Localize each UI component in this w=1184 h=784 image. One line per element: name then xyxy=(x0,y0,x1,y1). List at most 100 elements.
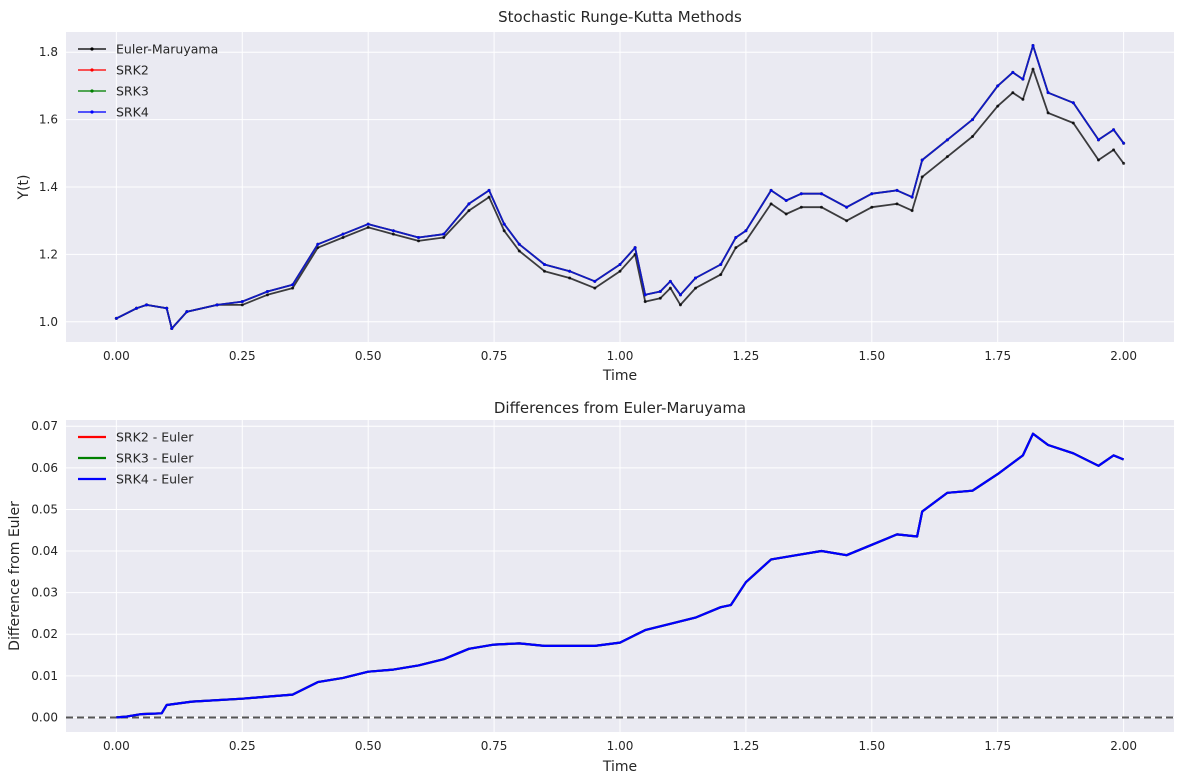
legend-label: SRK3 xyxy=(116,84,149,99)
legend-label: SRK4 xyxy=(116,105,149,120)
data-point-euler-maruyama xyxy=(618,269,622,273)
x-tick-label: 1.50 xyxy=(858,349,885,363)
data-point-srk4 xyxy=(341,232,345,236)
data-point-srk4 xyxy=(910,195,914,199)
legend-marker-srk2 xyxy=(90,68,94,72)
data-point-srk4 xyxy=(895,188,899,192)
y-tick-label: 0.03 xyxy=(31,586,58,600)
data-point-srk4 xyxy=(502,222,506,226)
data-point-srk4 xyxy=(568,269,572,273)
y-axis-label: Y(t) xyxy=(16,175,32,201)
data-point-srk4 xyxy=(1122,141,1126,145)
data-point-euler-maruyama xyxy=(1071,121,1075,125)
x-tick-label: 0.00 xyxy=(103,739,130,753)
data-point-srk4 xyxy=(694,276,698,280)
data-point-srk4 xyxy=(870,192,874,196)
data-point-euler-maruyama xyxy=(542,269,546,273)
data-point-euler-maruyama xyxy=(971,134,975,138)
x-tick-label: 0.25 xyxy=(229,739,256,753)
data-point-euler-maruyama xyxy=(1046,111,1050,115)
data-point-srk4 xyxy=(1096,138,1100,142)
data-point-euler-maruyama xyxy=(1021,97,1025,101)
legend-label: SRK2 - Euler xyxy=(116,430,194,445)
data-point-srk4 xyxy=(487,188,491,192)
data-point-euler-maruyama xyxy=(265,293,269,297)
series-line-srk4-euler xyxy=(116,432,1125,719)
x-tick-label: 1.75 xyxy=(984,739,1011,753)
data-point-srk4 xyxy=(845,205,849,209)
data-point-euler-maruyama xyxy=(417,239,421,243)
data-point-srk4 xyxy=(170,327,174,331)
data-point-srk4 xyxy=(945,138,949,142)
data-point-srk4 xyxy=(643,293,647,297)
data-point-euler-maruyama xyxy=(845,219,849,223)
x-tick-label: 1.75 xyxy=(984,349,1011,363)
data-point-euler-maruyama xyxy=(391,232,395,236)
data-point-srk4 xyxy=(417,236,421,240)
data-point-euler-maruyama xyxy=(910,209,914,213)
data-point-srk4 xyxy=(784,198,788,202)
x-tick-label: 0.75 xyxy=(481,739,508,753)
data-point-srk4 xyxy=(668,279,672,283)
data-point-srk4 xyxy=(1071,101,1075,105)
x-tick-label: 1.25 xyxy=(733,739,760,753)
data-point-euler-maruyama xyxy=(895,202,899,206)
data-point-srk4 xyxy=(799,192,803,196)
chart-stochastic-rk-methods: 0.00 0.25 0.50 0.75 1.00 1.25 1.50 1.75 2.00 1.0 1… xyxy=(16,8,1174,384)
data-point-euler-maruyama xyxy=(1011,91,1015,95)
data-point-srk4 xyxy=(971,118,975,122)
data-point-euler-maruyama xyxy=(366,225,370,229)
data-point-euler-maruyama xyxy=(694,286,698,290)
data-point-srk4 xyxy=(819,192,823,196)
data-point-srk4 xyxy=(467,202,471,206)
data-point-euler-maruyama xyxy=(678,303,682,307)
data-point-euler-maruyama xyxy=(643,300,647,304)
legend-marker-euler-maruyama xyxy=(90,47,94,51)
data-point-euler-maruyama xyxy=(1122,161,1126,165)
data-point-euler-maruyama xyxy=(658,296,662,300)
data-point-srk4 xyxy=(542,263,546,266)
data-point-srk4 xyxy=(165,306,169,310)
x-tick-label: 0.25 xyxy=(229,349,256,363)
data-point-euler-maruyama xyxy=(467,209,471,213)
chart-title: Differences from Euler-Maruyama xyxy=(494,399,746,417)
data-point-srk4 xyxy=(442,232,446,236)
y-tick-label: 0.06 xyxy=(31,461,58,475)
data-point-srk4 xyxy=(996,84,1000,88)
data-point-srk4 xyxy=(678,293,682,297)
x-tick-label: 0.00 xyxy=(103,349,130,363)
data-point-euler-maruyama xyxy=(769,202,773,206)
legend-marker-srk3 xyxy=(90,89,94,93)
data-point-srk4 xyxy=(316,242,320,246)
data-point-euler-maruyama xyxy=(442,236,446,240)
x-tick-label: 1.50 xyxy=(858,739,885,753)
data-point-srk4 xyxy=(769,188,773,192)
data-point-euler-maruyama xyxy=(668,286,672,290)
data-point-srk4 xyxy=(1046,91,1050,95)
data-point-euler-maruyama xyxy=(719,273,723,277)
data-point-euler-maruyama xyxy=(945,155,949,159)
y-tick-label: 1.8 xyxy=(39,45,58,59)
data-point-euler-maruyama xyxy=(593,286,597,290)
data-point-euler-maruyama xyxy=(341,236,345,240)
data-point-srk4 xyxy=(291,283,295,287)
legend: Euler-Maruyama SRK2 SRK3 SRK4 xyxy=(78,42,218,120)
data-point-euler-maruyama xyxy=(568,276,572,280)
y-tick-label: 0.01 xyxy=(31,669,58,683)
data-point-srk4 xyxy=(185,310,189,314)
legend: SRK2 - Euler SRK3 - Euler SRK4 - Euler xyxy=(78,430,194,487)
data-point-euler-maruyama xyxy=(784,212,788,216)
x-tick-label: 0.75 xyxy=(481,349,508,363)
data-point-srk4 xyxy=(1021,77,1025,81)
data-point-euler-maruyama xyxy=(920,175,924,179)
legend-label: SRK4 - Euler xyxy=(116,472,194,487)
data-point-srk4 xyxy=(215,303,219,307)
data-point-euler-maruyama xyxy=(1112,148,1116,152)
data-point-euler-maruyama xyxy=(487,195,491,199)
legend-marker-srk4 xyxy=(90,110,94,114)
data-point-euler-maruyama xyxy=(291,286,295,290)
y-tick-label: 0.04 xyxy=(31,544,58,558)
y-tick-label: 0.05 xyxy=(31,502,58,516)
data-point-srk4 xyxy=(658,289,662,293)
